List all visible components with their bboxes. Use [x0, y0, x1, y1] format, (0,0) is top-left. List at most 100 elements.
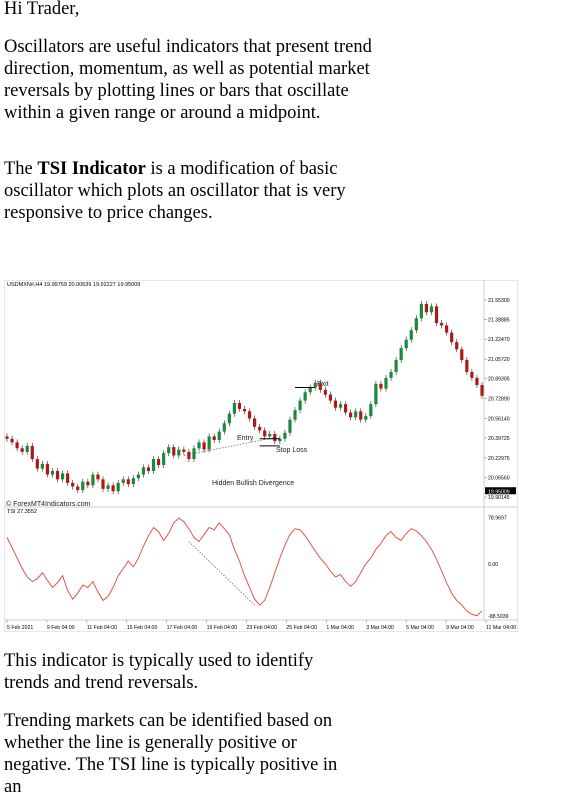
candle-body — [364, 416, 368, 420]
entry-label: Entry — [237, 435, 254, 442]
candle-body — [111, 485, 115, 492]
time-tick-label: 19 Feb 04:00 — [207, 625, 238, 631]
candle-body — [141, 467, 146, 475]
candle-body — [5, 436, 9, 439]
candle-body — [126, 479, 130, 485]
candle-body — [116, 482, 120, 492]
candle-body — [404, 339, 408, 349]
greeting: Hi Trader, — [4, 0, 80, 19]
candle-body — [434, 306, 439, 324]
tsi-paragraph-suffix: is a modification of basic oscillator wh… — [4, 159, 346, 223]
chart-frame — [4, 280, 518, 632]
candle-body — [384, 377, 388, 389]
candle-body — [237, 402, 242, 409]
candle-body — [66, 473, 70, 483]
time-tick-label: 3 Mar 04:00 — [366, 625, 394, 631]
time-tick-label: 5 Feb 2021 — [7, 625, 33, 631]
current-price-tag — [485, 487, 516, 495]
tsi-paragraph: The TSI Indicator is a modification of b… — [4, 158, 364, 224]
time-tick-label: 5 Mar 04:00 — [406, 625, 434, 631]
tsi-tick-label: 0.00 — [488, 562, 498, 568]
current-price-label: 19.95009 — [488, 489, 510, 495]
stop-loss-label: Stop Loss — [276, 447, 308, 454]
tsi-divergence-line — [188, 541, 255, 606]
candle-body — [343, 404, 348, 413]
candle-body — [253, 418, 257, 427]
time-tick-label: 11 Mar 04:00 — [486, 625, 516, 631]
candle-body — [475, 377, 479, 386]
tsi-tick-label: 78.9697 — [488, 516, 507, 522]
candle-body — [25, 445, 29, 452]
price-tick-label: 20.56140 — [488, 416, 510, 422]
symbol-header: USDMXN#,H4 19.99759 20.00639 19.92227 19… — [7, 282, 140, 288]
candle-body — [389, 371, 393, 378]
candle-body — [242, 408, 247, 412]
exit-label: Exit — [317, 381, 329, 388]
candle-body — [480, 385, 484, 396]
candle-body — [187, 451, 191, 460]
candle-body — [333, 400, 338, 408]
candle-body — [40, 463, 44, 469]
chart-svg: USDMXN#,H4 19.99759 20.00639 19.92227 19… — [4, 280, 518, 632]
candle-body — [247, 411, 252, 419]
candle-body — [258, 426, 262, 431]
candle-body — [222, 423, 226, 432]
candle-body — [268, 433, 272, 437]
candle-body — [379, 383, 383, 389]
candle-body — [71, 482, 75, 487]
candle-body — [278, 438, 282, 442]
candle-body — [15, 442, 19, 449]
time-tick-label: 11 Feb 04:00 — [87, 625, 117, 631]
intro-paragraph: Oscillators are useful indicators that p… — [4, 37, 372, 123]
candle-body — [167, 447, 171, 454]
candle-body — [156, 459, 161, 466]
tsi-chart-screenshot: USDMXN#,H4 19.99759 20.00639 19.92227 19… — [4, 280, 518, 632]
candle-body — [414, 318, 418, 331]
candle-body — [354, 411, 358, 418]
candle-body — [470, 371, 474, 378]
candle-body — [298, 400, 302, 411]
candle-body — [35, 459, 39, 469]
time-tick-label: 9 Mar 04:00 — [446, 625, 474, 631]
candle-body — [409, 330, 413, 340]
candle-body — [172, 447, 176, 456]
candle-body — [30, 445, 34, 460]
candle-body — [349, 412, 353, 418]
candle-body — [151, 459, 156, 471]
candle-body — [369, 404, 373, 417]
candle-body — [460, 349, 464, 361]
tsi-line — [6, 517, 483, 617]
candle-body — [91, 474, 95, 486]
candle-body — [308, 387, 312, 393]
tsi-polyline — [6, 517, 483, 617]
candle-body — [182, 449, 186, 452]
time-tick-label: 1 Mar 04:00 — [326, 625, 354, 631]
candle-body — [394, 360, 398, 372]
candle-body — [323, 389, 327, 395]
tsi-paragraph-prefix: The — [4, 159, 38, 179]
candle-body — [131, 478, 135, 485]
candle-body — [288, 419, 292, 433]
candle-body — [76, 486, 80, 491]
time-tick-label: 17 Feb 04:00 — [167, 625, 198, 631]
candle-body — [177, 449, 181, 456]
trending-paragraph: Trending markets can be identified based… — [4, 711, 338, 797]
candle-body — [202, 442, 206, 450]
candle-body — [328, 394, 333, 401]
candle-body — [293, 410, 297, 420]
candle-body — [374, 383, 378, 405]
watermark: © ForexMT4Indicators.com — [6, 500, 91, 508]
price-axis: 21.55300 21.38885 21.22470 21.05720 20.89305… — [484, 298, 516, 501]
candle-body — [60, 473, 65, 480]
trade-markers — [183, 386, 316, 606]
candle-body — [45, 463, 50, 475]
candle-body — [232, 402, 236, 414]
candle-body — [359, 411, 363, 420]
candle-body — [207, 436, 211, 450]
candle-body — [424, 303, 429, 313]
candle-body — [106, 485, 110, 489]
price-divergence-line — [183, 437, 275, 456]
candle-body — [146, 467, 151, 471]
candle-body — [55, 470, 60, 480]
price-tick-label: 20.89305 — [488, 377, 510, 383]
